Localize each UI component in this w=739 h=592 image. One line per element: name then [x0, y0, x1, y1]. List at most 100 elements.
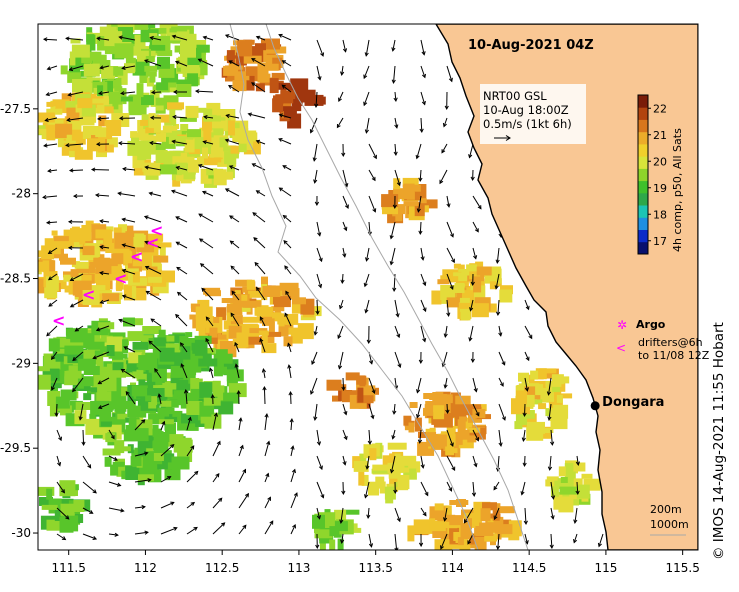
current-arrow: [389, 247, 396, 266]
sst-pixel: [457, 537, 464, 546]
sst-pixel: [82, 333, 95, 344]
current-arrow: [186, 416, 192, 431]
sst-pixel: [204, 115, 221, 122]
sst-pixel: [419, 199, 438, 209]
sst-pixel: [136, 132, 154, 141]
sst-pixel: [111, 253, 124, 265]
sst-pixel: [38, 366, 50, 372]
lat-tick-label: -27.5: [0, 102, 31, 116]
current-arrow: [212, 412, 218, 431]
sst-pixel: [314, 529, 333, 539]
sst-pixel: [393, 188, 411, 200]
current-arrow: [316, 429, 322, 446]
sst-pixel: [106, 24, 115, 28]
sst-pixel: [82, 246, 95, 256]
current-arrow: [68, 168, 84, 173]
current-arrow: [393, 143, 398, 157]
sst-pixel: [274, 304, 281, 319]
sst-pixel: [167, 102, 184, 110]
current-arrow: [48, 299, 58, 307]
current-arrow: [74, 325, 84, 332]
sst-pixel: [112, 362, 124, 371]
sst-pixel: [126, 34, 143, 45]
sst-pixel: [100, 421, 112, 427]
sst-pixel: [414, 202, 425, 217]
sst-pixel: [456, 287, 467, 303]
current-arrow: [495, 247, 500, 264]
sst-pixel: [256, 306, 273, 317]
current-arrow: [312, 143, 318, 162]
current-arrow: [198, 213, 214, 223]
current-arrow: [446, 195, 451, 208]
sst-pixel: [132, 271, 140, 283]
current-arrow: [444, 91, 449, 111]
sst-pixel: [356, 395, 374, 404]
sst-pixel: [81, 57, 93, 64]
current-arrow: [198, 238, 214, 249]
current-arrow: [238, 468, 246, 483]
current-arrow: [144, 165, 162, 171]
sst-pixel: [218, 401, 234, 415]
sst-pixel: [446, 425, 456, 435]
sst-pixel: [209, 327, 218, 338]
sst-pixel: [149, 143, 166, 154]
lat-tick-label: -29.5: [0, 441, 31, 455]
current-arrow: [118, 116, 136, 121]
current-arrow: [368, 533, 374, 548]
sst-pixel: [450, 392, 461, 398]
sst-pixel: [474, 536, 487, 550]
sst-pixel: [150, 415, 163, 421]
sst-pixel: [283, 106, 297, 118]
sst-pixel: [124, 357, 132, 363]
colorbar-swatch: [638, 156, 648, 169]
current-arrow: [470, 351, 475, 364]
sst-pixel: [105, 433, 116, 443]
drifter-legend-line1: drifters@6h: [638, 336, 703, 349]
current-arrow: [366, 507, 371, 520]
sst-pixel: [149, 44, 166, 51]
sst-pixel: [157, 242, 172, 248]
sst-pixel: [38, 261, 49, 272]
current-arrow: [394, 507, 401, 523]
current-arrow: [229, 215, 240, 223]
current-arrow: [278, 138, 292, 145]
sst-pixel: [122, 339, 129, 354]
colorbar-swatch: [638, 119, 648, 133]
sst-pixel: [530, 370, 539, 380]
current-arrow: [311, 351, 318, 365]
current-arrow: [69, 273, 84, 281]
sst-pixel: [89, 285, 106, 291]
current-arrow: [234, 341, 240, 353]
sst-pixel: [375, 476, 385, 489]
sst-pixel: [271, 46, 287, 54]
sst-pixel: [61, 93, 72, 102]
sst-pixel: [248, 290, 263, 298]
sst-pixel: [440, 285, 456, 300]
sst-pixel: [63, 143, 80, 149]
current-arrow: [230, 265, 240, 275]
current-arrow: [197, 164, 214, 171]
sst-pixel: [454, 283, 465, 293]
sst-pixel: [212, 380, 221, 397]
sst-pixel: [109, 268, 124, 281]
current-arrow: [264, 520, 274, 535]
current-arrow: [494, 273, 500, 290]
current-arrow: [118, 318, 136, 327]
sst-pixel: [89, 34, 96, 51]
sst-pixel: [552, 386, 561, 393]
dongara-marker: [590, 401, 600, 411]
sst-pixel: [458, 302, 473, 309]
drifter-chevron: <: [146, 233, 159, 252]
latitude-axis: -27.5 -28 -28.5 -29 -29.5 -30: [0, 102, 38, 540]
current-arrow: [82, 507, 94, 514]
current-arrow: [316, 247, 323, 263]
sst-pixel: [545, 479, 555, 487]
sst-pixel: [226, 163, 235, 179]
sst-pixel: [215, 357, 224, 370]
sst-pixel: [141, 95, 154, 105]
sst-pixel: [156, 114, 171, 123]
current-arrow: [498, 403, 506, 421]
sst-pixel: [87, 51, 102, 61]
current-arrow: [46, 325, 58, 337]
current-arrow: [420, 39, 426, 56]
